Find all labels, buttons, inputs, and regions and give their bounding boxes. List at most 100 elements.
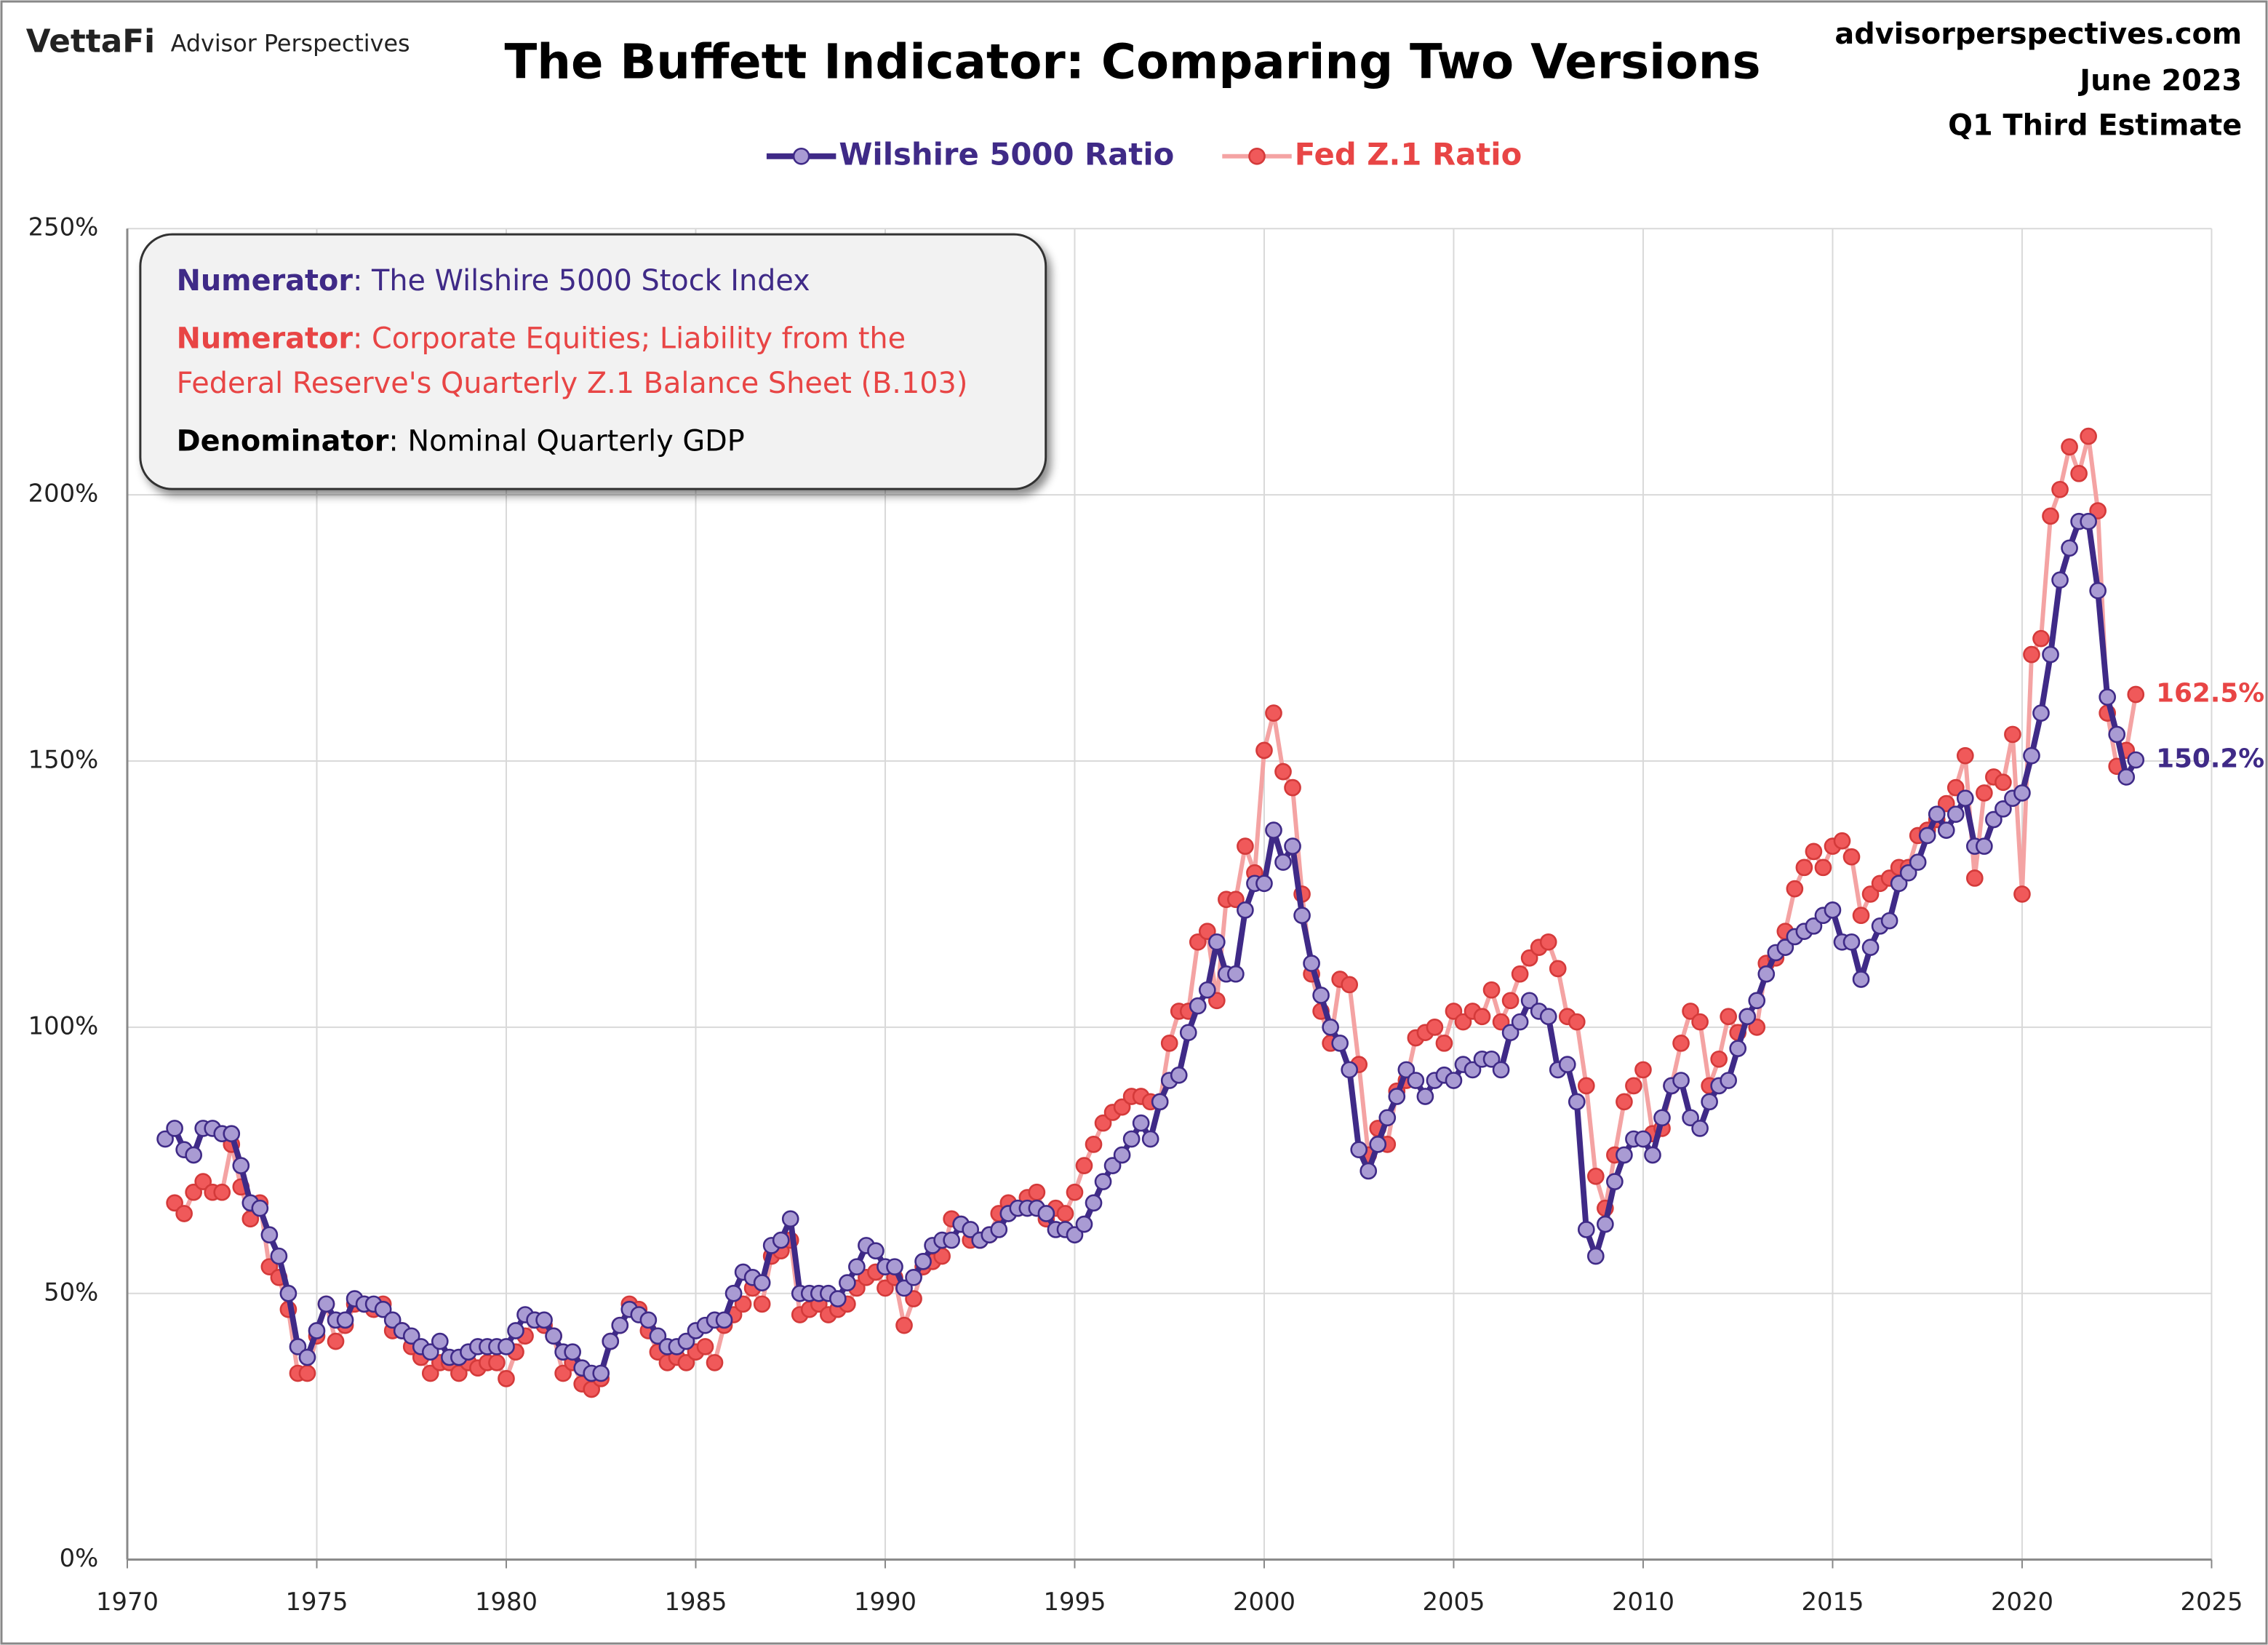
point (1965, 869, 1984, 887)
point (734, 1295, 752, 1313)
y-tick-label: 250% (28, 213, 99, 242)
note-line: : Corporate Equities; Liability from the (353, 322, 906, 355)
point (1833, 832, 1851, 850)
note-label: Denominator (177, 424, 389, 458)
point (1852, 907, 1870, 925)
point (175, 1205, 193, 1222)
point (1549, 960, 1567, 978)
point (1861, 885, 1880, 903)
point (1094, 1114, 1112, 1132)
point (2042, 507, 2059, 525)
point (1397, 1061, 1415, 1079)
point (914, 1253, 932, 1270)
point (611, 1316, 629, 1334)
point (2127, 751, 2145, 769)
y-tick-label: 100% (28, 1011, 99, 1040)
point (1085, 1194, 1103, 1212)
point (1995, 773, 2012, 792)
point (895, 1316, 913, 1334)
point (1568, 1093, 1586, 1111)
point (1795, 859, 1813, 877)
point (1587, 1247, 1605, 1265)
point (1359, 1162, 1378, 1180)
point (545, 1327, 562, 1345)
point (1805, 917, 1823, 935)
point (166, 1120, 183, 1137)
point (1520, 949, 1538, 967)
point (1672, 1034, 1690, 1052)
point (251, 1199, 269, 1217)
point (2080, 427, 2097, 445)
note-label: Numerator (177, 322, 354, 355)
point (1028, 1183, 1046, 1201)
point (1909, 853, 1927, 871)
point (374, 1300, 392, 1318)
point (1946, 805, 1965, 823)
point (1303, 955, 1320, 972)
point (2070, 464, 2088, 482)
x-tick-label: 2020 (1991, 1588, 2053, 1616)
point (1066, 1226, 1084, 1244)
point (1861, 939, 1880, 956)
point (1956, 789, 1974, 808)
point (2004, 725, 2021, 744)
point (1113, 1146, 1131, 1164)
point (554, 1364, 572, 1382)
point (1198, 981, 1216, 999)
point (1227, 965, 1245, 983)
x-tick-label: 1980 (475, 1588, 538, 1616)
y-tick-label: 50% (44, 1278, 98, 1306)
point (1672, 1072, 1690, 1089)
point (279, 1284, 298, 1302)
end-label: 150.2% (2156, 744, 2264, 774)
point (336, 1311, 354, 1329)
point (317, 1295, 335, 1313)
point (1511, 1013, 1529, 1031)
point (1946, 778, 1965, 797)
point (1388, 1088, 1406, 1105)
point (1918, 827, 1936, 845)
point (1445, 1072, 1463, 1089)
point (1720, 1072, 1738, 1089)
point (498, 1370, 515, 1387)
point (2127, 685, 2145, 704)
x-tick-label: 2010 (1612, 1588, 1674, 1616)
point (1814, 859, 1832, 877)
x-tick-label: 2015 (1801, 1588, 1864, 1616)
point (1842, 933, 1861, 951)
point (867, 1242, 885, 1260)
point (2042, 645, 2059, 664)
y-tick-label: 150% (28, 745, 99, 773)
point (2061, 539, 2078, 557)
point (2013, 885, 2031, 903)
point (639, 1311, 658, 1329)
point (1416, 1088, 1434, 1105)
point (772, 1231, 790, 1249)
point (1208, 933, 1226, 951)
point (327, 1332, 345, 1350)
point (1255, 741, 1273, 760)
point (1227, 891, 1245, 909)
point (895, 1279, 913, 1297)
point (2013, 784, 2031, 802)
point (1198, 923, 1216, 940)
point (1985, 810, 2003, 829)
point (677, 1354, 695, 1371)
point (507, 1322, 524, 1339)
point (1274, 762, 1292, 781)
point (1824, 901, 1842, 919)
point (1644, 1146, 1661, 1164)
point (1482, 1050, 1501, 1068)
point (1141, 1130, 1159, 1148)
x-tick-label: 1975 (285, 1588, 348, 1616)
point (1976, 784, 1993, 802)
point (1976, 837, 1993, 855)
point (298, 1364, 316, 1382)
point (2099, 688, 2117, 706)
point (1066, 1183, 1084, 1201)
site: advisorperspectives.com (1834, 17, 2242, 51)
point (1729, 1040, 1747, 1057)
note-text: Numerator: The Wilshire 5000 Stock Index (177, 263, 810, 297)
point (848, 1258, 866, 1276)
